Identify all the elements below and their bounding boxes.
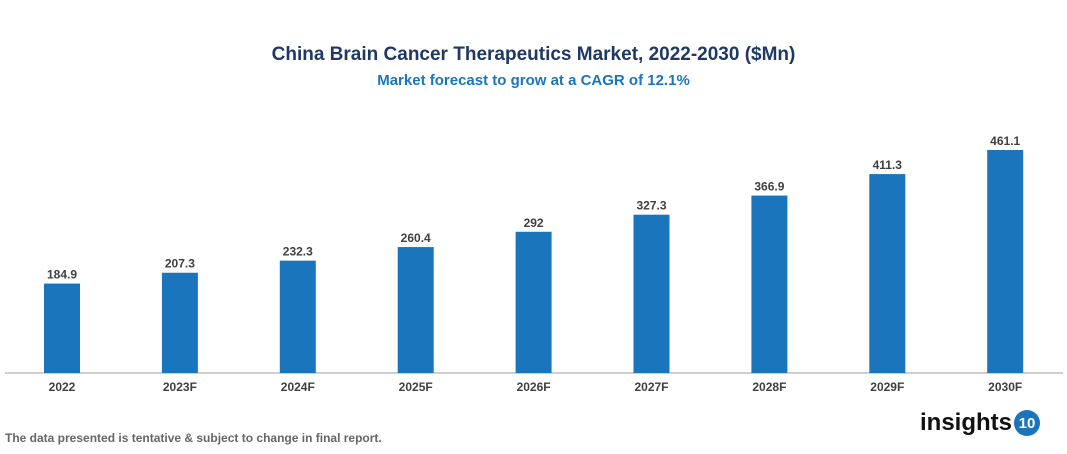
x-tick-label: 2025F bbox=[399, 380, 433, 394]
data-label: 207.3 bbox=[165, 257, 195, 271]
logo-text: insights bbox=[920, 409, 1013, 436]
data-label: 184.9 bbox=[47, 268, 77, 282]
bar bbox=[515, 231, 552, 373]
data-label: 327.3 bbox=[636, 199, 666, 213]
data-label: 366.9 bbox=[754, 180, 784, 194]
x-tick-label: 2026F bbox=[517, 380, 551, 394]
x-tick-label: 2030F bbox=[988, 380, 1022, 394]
bar bbox=[751, 195, 788, 373]
bar bbox=[44, 283, 80, 373]
disclaimer-note: The data presented is tentative & subjec… bbox=[5, 431, 382, 445]
x-tick-label: 2023F bbox=[163, 380, 197, 394]
bar bbox=[397, 247, 434, 373]
data-label: 260.4 bbox=[401, 231, 431, 245]
bar bbox=[869, 174, 906, 373]
bar bbox=[987, 150, 1024, 373]
bar bbox=[633, 214, 670, 373]
x-tick-label: 2022 bbox=[49, 380, 76, 394]
data-label: 411.3 bbox=[873, 158, 903, 172]
x-tick-label: 2029F bbox=[870, 380, 904, 394]
x-tick-label: 2024F bbox=[281, 380, 315, 394]
data-label: 292 bbox=[524, 216, 544, 230]
x-tick-label: 2027F bbox=[634, 380, 668, 394]
bar bbox=[161, 272, 198, 373]
chart-subtitle: Market forecast to grow at a CAGR of 12.… bbox=[377, 72, 690, 89]
insights10-logo: insights 10 bbox=[920, 409, 1041, 437]
bar bbox=[279, 260, 316, 373]
data-label: 461.1 bbox=[990, 134, 1020, 148]
x-tick-label: 2028F bbox=[752, 380, 786, 394]
chart-title: China Brain Cancer Therapeutics Market, … bbox=[271, 44, 796, 65]
logo-number-badge: 10 bbox=[1014, 410, 1041, 436]
data-label: 232.3 bbox=[283, 245, 313, 259]
